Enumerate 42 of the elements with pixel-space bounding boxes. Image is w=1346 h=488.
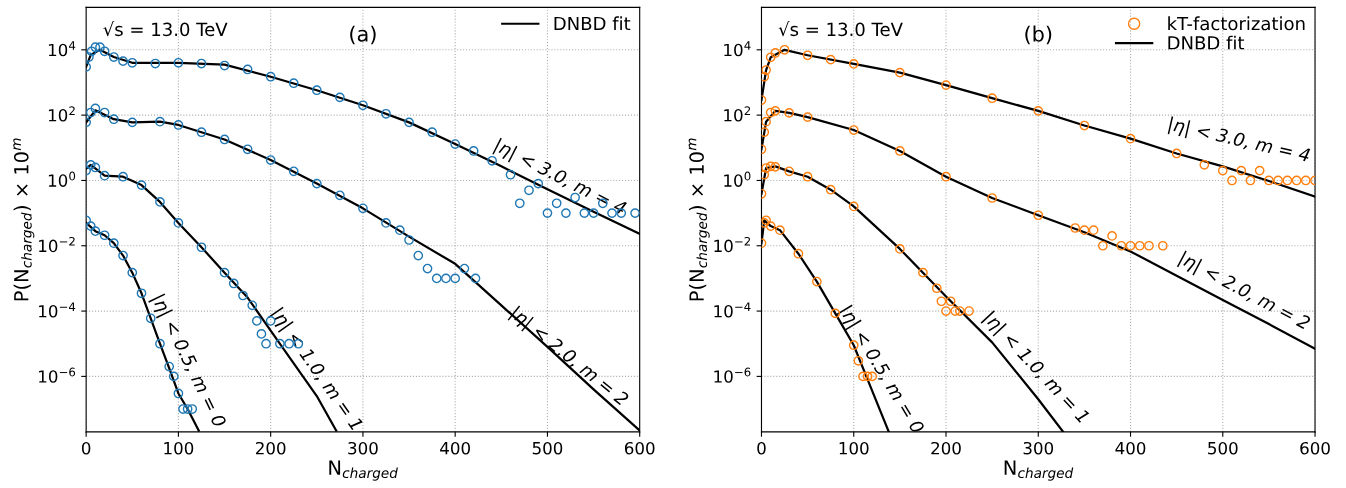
x-axis-title: N$_{charged}$ (329, 460, 398, 481)
annotation: |η| < 0.5, m = 0 (148, 293, 228, 430)
x-tick-label: 100 (164, 441, 194, 455)
y-tick-label: 10$^{4}$ (724, 41, 751, 57)
x-tick-label: 200 (931, 441, 961, 455)
x-axis-title: N$_{charged}$ (1004, 460, 1074, 481)
x-tick-label: 600 (1300, 441, 1330, 455)
x-tick-label: 300 (348, 441, 378, 455)
x-tick-label: 0 (757, 441, 766, 455)
y-tick-label: 10$^{2}$ (48, 106, 75, 122)
y-tick-label: 10$^{−4}$ (39, 302, 76, 318)
y-tick-label: 10$^{−6}$ (39, 367, 76, 383)
annotation: |η| < 1.0, m = 1 (980, 310, 1091, 426)
legend-label: kT-factorization (1168, 16, 1305, 31)
y-tick-label: 10$^{0}$ (724, 171, 751, 187)
y-tick-label: 10$^{4}$ (48, 41, 76, 57)
x-tick-label: 400 (440, 441, 470, 455)
y-tick-label: 10$^{−2}$ (39, 236, 75, 253)
x-tick-label: 0 (81, 441, 91, 455)
legend-label: DNBD fit (1168, 35, 1245, 50)
annotation: |η| < 3.0, m = 4 (492, 137, 628, 219)
x-tick-label: 400 (1115, 441, 1146, 455)
x-tick-label: 300 (1023, 441, 1054, 455)
legend-label: DNBD fit (554, 16, 631, 31)
y-axis-title: P(N$_{charged}$) × 10$^{m}$ (13, 138, 35, 301)
y-tick-label: 10$^{−2}$ (714, 236, 750, 253)
x-tick-label: 500 (1208, 441, 1238, 455)
x-tick-label: 100 (839, 441, 869, 455)
y-tick-label: 10$^{−4}$ (714, 302, 751, 318)
x-tick-label: 600 (624, 441, 655, 455)
annotation: √s = 13.0 TeV (103, 21, 228, 37)
text: (b) (1025, 25, 1052, 45)
y-axis-title: P(N$_{charged}$) × 10$^{m}$ (688, 138, 710, 301)
y-tick-label: 10$^{−6}$ (714, 367, 751, 383)
x-tick-label: 500 (532, 441, 563, 455)
text: (a) (350, 25, 376, 45)
annotation: |η| < 3.0, m = 4 (1167, 116, 1311, 166)
y-tick-label: 10$^{0}$ (48, 171, 76, 187)
annotation: |η| < 2.0, m = 2 (1176, 250, 1312, 334)
annotation: √s = 13.0 TeV (778, 21, 903, 37)
y-tick-label: 10$^{2}$ (724, 106, 751, 122)
x-tick-label: 200 (255, 441, 286, 455)
